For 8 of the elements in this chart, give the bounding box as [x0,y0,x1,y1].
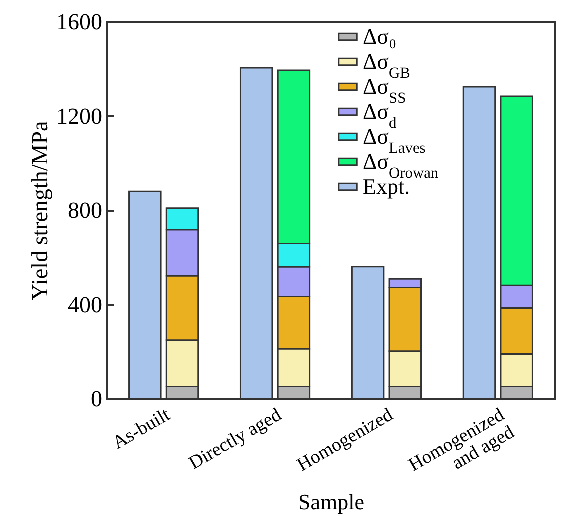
legend-label: Δσ₀ [363,24,397,49]
y-tick-label: 0 [91,386,102,412]
y-tick-label: 800 [68,198,102,223]
y-tick-label: 400 [68,292,102,318]
y-tick-label: 1600 [56,10,102,34]
y-tick-label: 1200 [56,104,102,129]
x-axis-title: Sample [298,490,364,515]
y-axis-title: Yield strength/MPa [28,121,52,301]
